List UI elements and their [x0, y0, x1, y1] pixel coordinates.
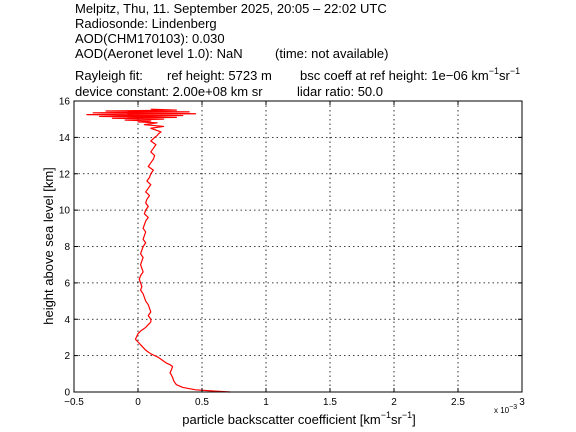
y-tick-label: 0 [64, 388, 70, 399]
x-axis-multiplier: x 10−3 [494, 404, 517, 415]
header-aod-aeronet-line: AOD(Aeronet level 1.0): NaN [75, 46, 243, 61]
x-tick-label: 2.5 [451, 397, 465, 408]
y-axis-label: height above sea level [km] [41, 167, 56, 325]
x-axis-label-exp1: −1 [381, 410, 391, 420]
header-bsc-coeff: bsc coeff at ref height: 1e−06 km−1sr−1 [300, 66, 520, 83]
x-tick-label: 0 [135, 397, 141, 408]
x-axis-label: particle backscatter coefficient [km−1sr… [182, 410, 415, 427]
x-axis-label-exp2: −1 [402, 410, 412, 420]
header-device-constant: device constant: 2.00e+08 km sr [75, 84, 263, 99]
x-tick-label: 3 [519, 397, 525, 408]
header-bsc-coeff-exp1: −1 [489, 66, 499, 76]
x-axis-ticks: −0.5 0 0.5 1 1.5 2 2.5 3 [64, 101, 525, 408]
header-title-line: Melpitz, Thu, 11. September 2025, 20:05 … [75, 1, 387, 16]
y-tick-label: 4 [64, 315, 70, 326]
header-aeronet-time-note: (time: not available) [275, 46, 388, 61]
y-tick-label: 2 [64, 351, 70, 362]
x-axis-label-mid: sr [391, 412, 403, 427]
x-tick-label: 0.5 [195, 397, 209, 408]
data-series-group [86, 108, 231, 393]
header-radiosonde-line: Radiosonde: Lindenberg [75, 16, 217, 31]
x-tick-label: 2 [391, 397, 397, 408]
grid-lines [74, 101, 522, 392]
x-axis-multiplier-exp: −3 [509, 404, 517, 411]
x-tick-label: 1 [263, 397, 269, 408]
header-bsc-coeff-mid: sr [499, 68, 511, 83]
x-tick-label: −0.5 [64, 397, 84, 408]
header-lidar-ratio: lidar ratio: 50.0 [297, 84, 383, 99]
y-tick-label: 10 [59, 206, 71, 217]
y-axis-ticks: 0 2 4 6 8 10 12 14 16 [59, 97, 522, 399]
y-tick-label: 6 [64, 278, 70, 289]
header-bsc-coeff-prefix: bsc coeff at ref height: 1e−06 km [300, 68, 489, 83]
x-axis-multiplier-base: x 10 [494, 406, 510, 415]
x-axis-label-prefix: particle backscatter coefficient [km [182, 412, 380, 427]
x-axis-label-suffix: ] [412, 412, 416, 427]
x-tick-label: 1.5 [323, 397, 337, 408]
backscatter-profile-line [86, 108, 231, 393]
y-tick-label: 12 [59, 169, 71, 180]
header-rayleigh-label: Rayleigh fit: [75, 68, 143, 83]
header-ref-height: ref height: 5723 m [167, 68, 272, 83]
y-tick-label: 8 [64, 242, 70, 253]
header-bsc-coeff-exp2: −1 [510, 66, 520, 76]
y-tick-label: 14 [59, 133, 71, 144]
header-aod-chm-line: AOD(CHM170103): 0.030 [75, 31, 225, 46]
y-tick-label: 16 [59, 97, 71, 108]
